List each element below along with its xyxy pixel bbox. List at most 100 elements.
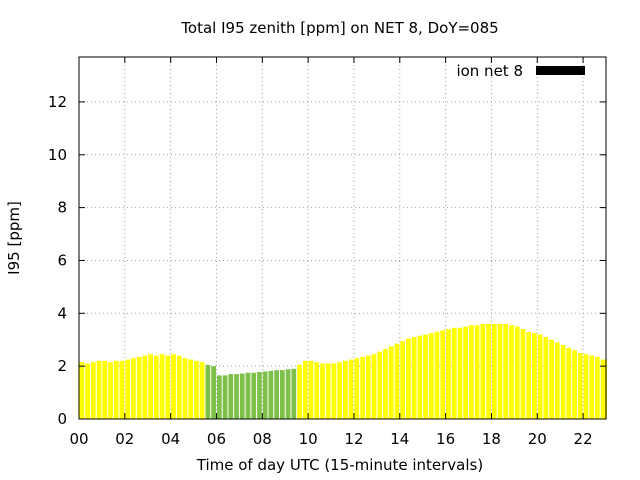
bar <box>589 355 595 419</box>
bar <box>274 370 279 419</box>
bar <box>543 337 549 419</box>
bar <box>268 370 274 419</box>
bar <box>194 360 199 419</box>
bar <box>108 362 113 419</box>
bar <box>428 333 434 419</box>
bar <box>446 329 451 419</box>
bar <box>388 346 394 419</box>
chart-title: Total I95 zenith [ppm] on NET 8, DoY=085 <box>180 19 498 37</box>
bar <box>102 360 108 419</box>
bar <box>125 359 131 419</box>
bar <box>577 352 583 419</box>
bar <box>320 363 325 419</box>
bar <box>566 347 572 419</box>
bar <box>251 372 257 419</box>
bar <box>606 360 607 419</box>
legend-label: ion net 8 <box>456 62 523 80</box>
bar <box>463 326 469 419</box>
bar <box>171 354 176 419</box>
bar <box>486 323 491 419</box>
bar <box>90 362 96 419</box>
y-tick-label: 2 <box>57 357 67 375</box>
bar <box>469 325 474 419</box>
x-tick-label: 02 <box>115 430 134 448</box>
bar <box>600 359 606 419</box>
bar <box>554 342 560 419</box>
bar <box>406 338 411 419</box>
bar <box>343 360 348 419</box>
bar <box>148 354 153 419</box>
x-tick-label: 14 <box>390 430 409 448</box>
bar <box>131 358 136 419</box>
bar <box>182 358 188 419</box>
bar <box>337 362 342 419</box>
x-tick-label: 10 <box>299 430 318 448</box>
x-tick-label: 16 <box>436 430 455 448</box>
bar <box>348 359 354 419</box>
bar <box>474 325 480 419</box>
bar <box>159 354 165 419</box>
bar <box>503 323 509 419</box>
bars <box>79 323 607 419</box>
grid-lines <box>79 57 606 419</box>
bar <box>285 369 291 419</box>
bar <box>325 363 331 419</box>
bar <box>354 358 360 419</box>
legend-swatch <box>536 66 585 75</box>
bar <box>113 360 119 419</box>
y-tick-label: 0 <box>57 410 67 428</box>
bar <box>532 333 537 419</box>
bar <box>360 356 365 419</box>
bar <box>205 364 211 419</box>
bar <box>377 351 383 419</box>
bar <box>216 375 222 419</box>
y-axis-label: I95 [ppm] <box>5 201 23 275</box>
x-axis-label: Time of day UTC (15-minute intervals) <box>196 456 483 474</box>
bar <box>308 360 314 419</box>
y-tick-label: 6 <box>57 251 67 269</box>
bar <box>291 368 297 419</box>
bar <box>228 374 234 419</box>
bar <box>411 337 417 419</box>
bar <box>279 370 285 419</box>
bar <box>257 371 262 419</box>
bar <box>85 363 90 419</box>
bar <box>400 341 406 419</box>
bar <box>262 371 268 419</box>
bar <box>497 323 503 419</box>
bar <box>245 372 251 419</box>
bar <box>526 331 532 419</box>
bar <box>331 363 337 419</box>
bar <box>297 364 302 419</box>
bar <box>365 355 371 419</box>
x-tick-label: 12 <box>344 430 363 448</box>
bar <box>119 360 125 419</box>
x-tick-label: 22 <box>574 430 593 448</box>
bar <box>560 345 566 419</box>
bar <box>451 327 457 419</box>
y-tick-label: 4 <box>57 304 67 322</box>
y-tick-label: 12 <box>48 93 67 111</box>
bar <box>96 360 102 419</box>
bar <box>176 355 182 419</box>
bar <box>394 343 400 419</box>
bar <box>211 366 216 419</box>
bar <box>595 356 600 419</box>
bar <box>583 354 589 419</box>
bar <box>153 355 159 419</box>
bar <box>302 360 308 419</box>
y-tick-label: 10 <box>48 146 67 164</box>
bar <box>417 335 423 419</box>
bar <box>142 355 148 419</box>
bar <box>434 331 440 419</box>
x-tick-label: 06 <box>207 430 226 448</box>
bar <box>371 354 377 419</box>
bar <box>457 327 463 419</box>
bar <box>514 326 520 419</box>
bar <box>491 323 497 419</box>
bar <box>440 330 446 419</box>
bar <box>572 350 577 419</box>
bar <box>537 334 543 419</box>
bar <box>136 356 142 419</box>
